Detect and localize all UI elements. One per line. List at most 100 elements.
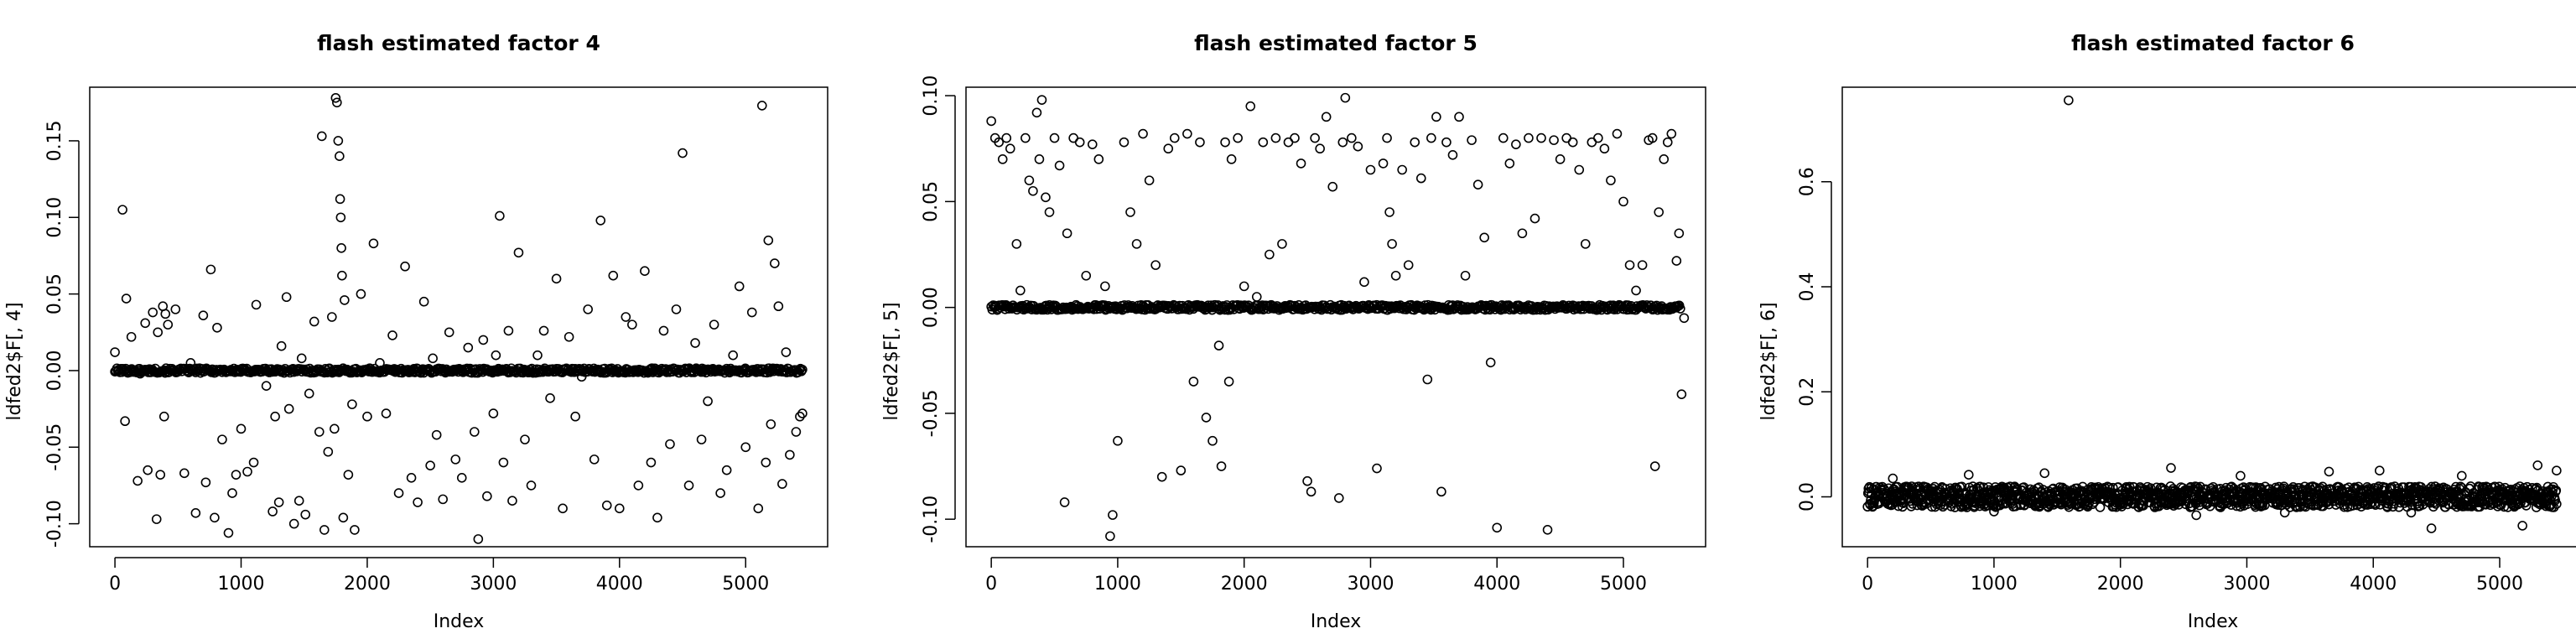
data-point [753,503,764,514]
data-point [140,318,150,329]
data-point [223,527,234,538]
data-point [1327,181,1338,192]
data-point [217,434,227,444]
x-tick-label: 4000 [2350,574,2397,595]
data-point [1041,192,1051,203]
data-point [1671,256,1682,266]
data-point [1182,128,1192,139]
y-axis-label: ldfed2$F[, 6] [1758,302,1779,420]
data-point [551,273,562,284]
x-tick-label: 3000 [2223,574,2270,595]
data-point [766,419,776,429]
data-point [589,454,600,465]
data-point [347,399,357,409]
data-point [520,434,530,444]
data-point [1113,435,1123,446]
data-point [1387,239,1397,249]
data-point [1021,132,1031,143]
data-point [2018,482,2029,492]
data-point [1044,207,1055,217]
data-point [1511,139,1521,149]
data-point [1384,207,1394,217]
data-point [273,497,284,507]
data-point [387,330,397,340]
data-point [1654,207,1665,217]
data-point [1011,239,1022,249]
data-point [507,496,517,506]
data-point [242,466,252,477]
data-point [1034,154,1045,164]
y-tick-label: 0.2 [1797,377,1818,407]
data-point [665,439,675,449]
data-point [1054,160,1065,171]
data-point [210,512,220,523]
data-point [444,327,454,338]
data-point [709,319,719,330]
data-point [627,319,637,330]
data-point [1618,196,1628,207]
data-point [1265,249,1275,260]
data-point [212,322,222,333]
data-point [1542,524,1553,535]
data-point [1447,150,1458,160]
data-point [482,491,492,501]
data-point [595,216,606,226]
data-point [337,270,347,281]
data-point [545,393,555,403]
data-point [431,429,442,440]
data-point [2551,486,2562,496]
data-point [2449,491,2459,501]
data-point [671,304,682,314]
data-point [314,427,325,437]
data-point [316,131,327,142]
x-tick-label: 1000 [1971,574,2018,595]
x-tick-label: 4000 [596,574,643,595]
data-point [438,494,448,505]
data-point [1233,132,1243,143]
data-point [1365,164,1376,175]
y-tick-label: 0.0 [1797,482,1818,512]
x-tick-label: 1000 [1094,574,1141,595]
data-point [309,316,319,327]
data-point [1216,461,1227,471]
data-point [513,247,524,258]
y-tick-label: 0.4 [1797,272,1818,301]
data-point [332,97,342,108]
data-point [231,470,242,480]
data-point [1378,158,1389,169]
data-point [781,347,792,357]
data-point [1251,292,1262,302]
data-point [763,235,774,246]
data-point [190,508,201,518]
data-point [261,381,272,392]
data-point [1188,377,1199,387]
data-point [1485,357,1496,368]
data-point [2532,460,2543,470]
data-point [1150,260,1161,270]
data-point [1436,486,1446,497]
data-point [2406,507,2417,518]
chart-title: flash estimated factor 4 [317,31,600,55]
data-point [1574,164,1585,175]
data-point [652,512,662,523]
data-point [288,518,299,529]
data-point [356,288,366,299]
data-point [777,479,787,489]
data-point [728,350,738,361]
data-point [418,296,429,307]
data-point [2456,470,2467,481]
data-point [198,310,209,320]
x-tick-label: 3000 [470,574,517,595]
data-point [1059,497,1070,507]
data-point [120,416,130,427]
data-point [498,457,509,468]
x-tick-label: 0 [109,574,121,595]
data-point [2426,523,2437,533]
data-point [400,261,410,272]
y-tick-label: 0.05 [44,273,65,314]
data-point [340,295,350,305]
data-point [703,396,713,407]
data-point [1549,135,1559,145]
